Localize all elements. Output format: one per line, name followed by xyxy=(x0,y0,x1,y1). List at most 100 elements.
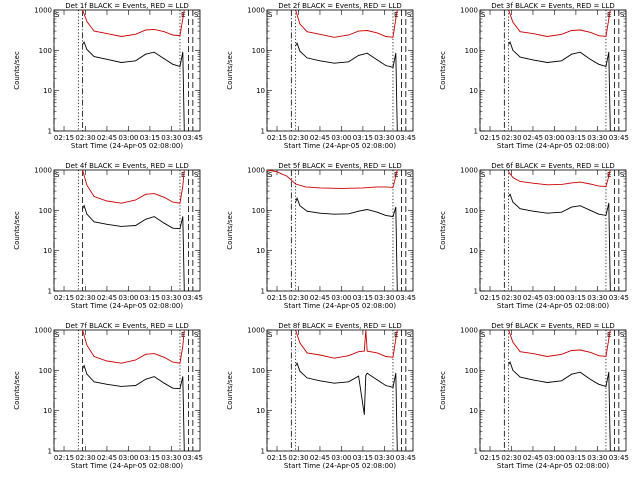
series-point xyxy=(295,365,296,367)
series-point xyxy=(363,414,365,415)
y-tick-label: 1000 xyxy=(247,327,265,335)
series-point xyxy=(179,35,181,37)
series-point xyxy=(135,60,137,62)
time-marker-label: S xyxy=(55,331,60,339)
series-point xyxy=(183,330,185,331)
y-tick-label: 100 xyxy=(252,367,265,375)
series-point xyxy=(392,66,394,68)
series-point xyxy=(366,52,368,54)
series-point xyxy=(295,330,296,331)
x-tick-label: 03:30 xyxy=(587,454,607,462)
series-point xyxy=(546,36,548,37)
series-point xyxy=(153,376,155,377)
series-point xyxy=(135,225,137,226)
series-point xyxy=(546,212,548,214)
series-point xyxy=(532,33,534,34)
series-point xyxy=(392,216,394,217)
x-tick-label: 03:00 xyxy=(118,134,138,142)
y-tick-label: 10 xyxy=(43,247,52,255)
x-tick-label: 03:30 xyxy=(587,294,607,302)
events-series-line xyxy=(82,204,185,291)
series-point xyxy=(135,359,137,361)
y-tick-label: 100 xyxy=(465,367,478,375)
series-point xyxy=(385,36,387,37)
lld-series-line xyxy=(508,330,611,357)
series-point xyxy=(182,216,184,217)
chart-title: Det 5f BLACK = Events, RED = LLD xyxy=(278,162,401,170)
y-tick-label: 100 xyxy=(252,47,265,55)
series-point xyxy=(106,223,108,225)
x-tick-label: 02:15 xyxy=(54,454,74,462)
time-marker-label: S xyxy=(620,331,625,339)
series-point xyxy=(82,208,83,210)
detector-panel: Det 7f BLACK = Events, RED = LLD 1 10 100 10… xyxy=(0,320,212,480)
time-marker-label: S xyxy=(620,171,625,179)
series-point xyxy=(93,56,95,57)
series-point xyxy=(376,59,378,61)
x-tick-label: 02:15 xyxy=(480,454,500,462)
time-marker-label: S xyxy=(407,171,412,179)
series-point xyxy=(299,23,301,25)
x-tick-label: 03:45 xyxy=(396,294,416,302)
series-point xyxy=(341,188,342,189)
chart-title: Det 1f BLACK = Events, RED = LLD xyxy=(65,2,188,10)
series-point xyxy=(348,34,349,36)
series-point xyxy=(358,351,359,353)
detector-panel: Det 9f BLACK = Events, RED = LLD 1 10 100 10… xyxy=(426,320,638,480)
series-point xyxy=(163,196,165,198)
series-point xyxy=(172,227,174,229)
series-point xyxy=(286,175,288,177)
series-point xyxy=(512,177,514,178)
series-point xyxy=(183,10,185,11)
y-tick-label: 1000 xyxy=(460,167,478,175)
y-tick-label: 10 xyxy=(256,247,265,255)
detector-panel: Det 1f BLACK = Events, RED = LLD 1 10 100 10… xyxy=(0,0,212,160)
series-point xyxy=(306,31,308,33)
x-tick-label: 03:00 xyxy=(331,454,351,462)
y-axis-label: Counts/sec xyxy=(13,51,21,90)
series-point xyxy=(392,187,394,188)
time-marker-label: S xyxy=(407,11,412,19)
series-point xyxy=(508,196,509,197)
time-marker-label: S xyxy=(194,11,199,19)
x-tick-label: 03:45 xyxy=(396,134,416,142)
x-tick-label: 03:00 xyxy=(544,454,564,462)
x-tick-label: 03:15 xyxy=(566,454,586,462)
series-point xyxy=(598,63,600,65)
plot-frame xyxy=(479,9,627,132)
series-point xyxy=(319,33,321,35)
series-point xyxy=(512,369,514,371)
y-tick-label: 100 xyxy=(252,207,265,215)
x-tick-label: 02:30 xyxy=(501,134,521,142)
series-point xyxy=(579,29,581,31)
series-point xyxy=(561,33,562,35)
x-tick-label: 03:15 xyxy=(353,134,373,142)
series-point xyxy=(120,362,122,364)
x-axis-label: Start Time (24-Apr-05 02:08:00) xyxy=(71,142,183,150)
y-tick-label: 10 xyxy=(469,87,478,95)
time-marker-label: S xyxy=(55,171,60,179)
series-point xyxy=(172,34,174,36)
series-point xyxy=(609,10,611,11)
x-tick-label: 02:30 xyxy=(75,134,95,142)
time-marker-label: S xyxy=(268,171,273,179)
series-point xyxy=(296,197,298,199)
series-point xyxy=(348,61,349,63)
plot-frame xyxy=(53,329,201,452)
chart-title: Det 3f BLACK = Events, RED = LLD xyxy=(491,2,614,10)
series-point xyxy=(267,170,268,171)
series-point xyxy=(561,353,562,355)
series-point xyxy=(396,290,398,291)
x-tick-label: 03:15 xyxy=(140,454,160,462)
series-point xyxy=(145,353,147,355)
x-tick-label: 02:15 xyxy=(267,134,287,142)
series-point xyxy=(319,187,321,189)
detector-chart: Det 7f BLACK = Events, RED = LLD 1 10 100 10… xyxy=(13,322,203,470)
series-point xyxy=(182,18,184,20)
y-tick-label: 1 xyxy=(474,448,478,456)
series-point xyxy=(358,30,359,32)
series-point xyxy=(163,222,165,224)
series-point xyxy=(153,193,155,194)
series-point xyxy=(609,130,611,131)
